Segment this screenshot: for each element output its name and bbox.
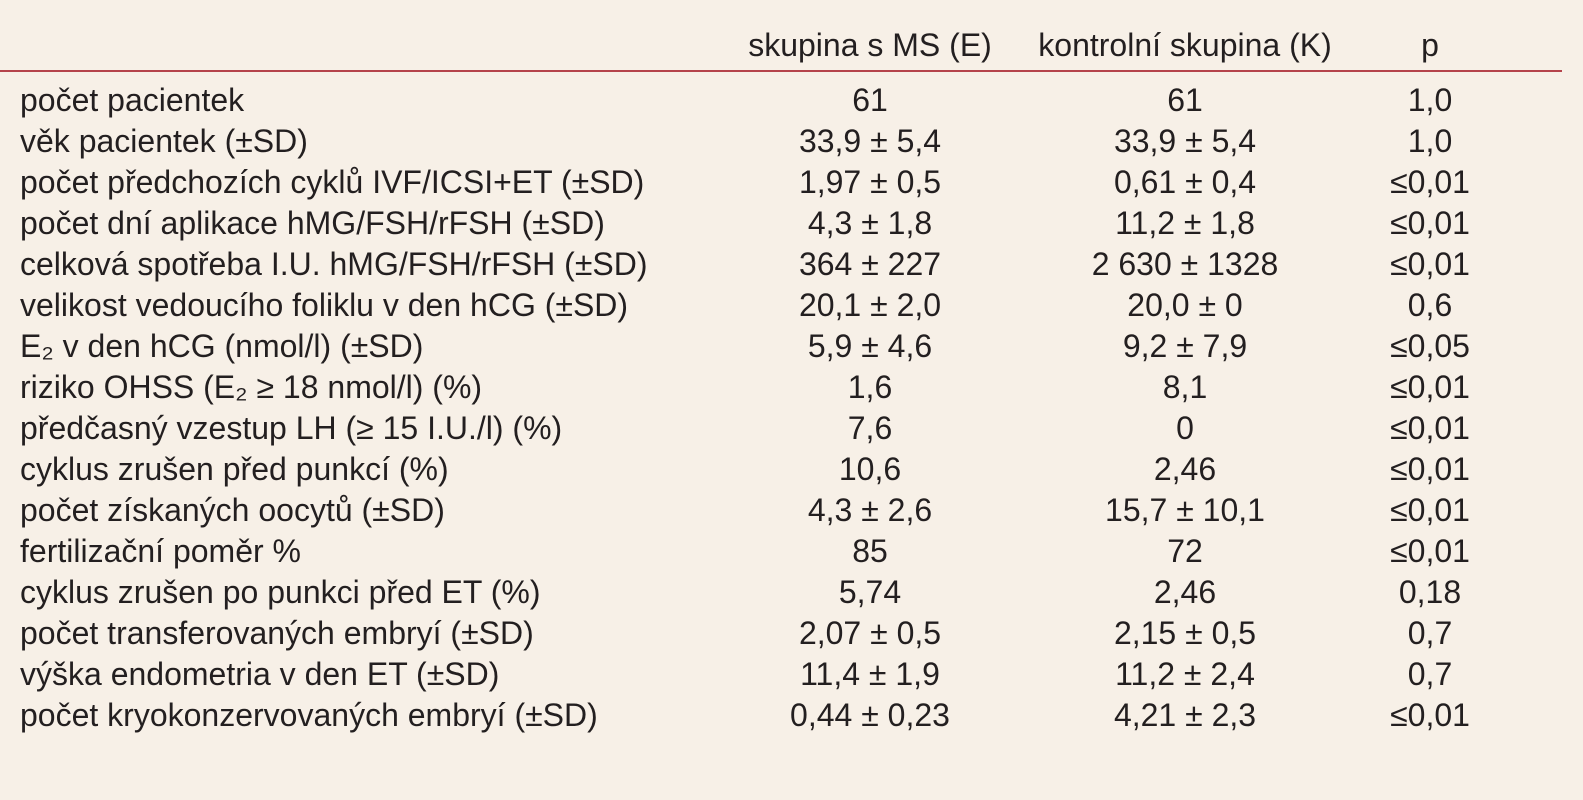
cell-value: 61 [1167,82,1203,118]
cell-value: 7,6 [847,410,893,446]
row-label: počet získaných oocytů (±SD) [20,492,445,528]
cell-value: 2,46 [1153,451,1217,487]
row-label: výška endometria v den ET (±SD) [20,656,500,692]
row-label: počet dní aplikace hMG/FSH/rFSH (±SD) [20,205,605,241]
cell-value: ≤0,01 [1390,492,1470,528]
cell-value: 5,9 ± 4,6 [807,328,933,364]
cell-value: 9,2 ± 7,9 [1122,328,1248,364]
row-label: cyklus zrušen po punkci před ET (%) [20,574,541,610]
cell-value: 0,7 [1407,615,1453,651]
cell-value: 72 [1167,533,1203,569]
cell-value: 8,1 [1162,369,1208,405]
row-label: riziko OHSS (E₂ ≥ 18 nmol/l) (%) [20,369,483,405]
cell-value: 4,21 ± 2,3 [1113,697,1257,733]
cell-value: 11,2 ± 2,4 [1115,656,1255,692]
cell-value: 61 [852,82,888,118]
cell-value: 20,0 ± 0 [1127,287,1243,323]
cell-value: 0,44 ± 0,23 [790,697,950,733]
cell-value: 0,61 ± 0,4 [1113,164,1257,200]
cell-value: 0,18 [1398,574,1462,610]
cell-value: ≤0,01 [1390,205,1470,241]
cell-value: 2,07 ± 0,5 [798,615,942,651]
cell-value: ≤0,01 [1390,246,1470,282]
cell-value: 85 [852,533,888,569]
cell-value: 1,0 [1407,82,1453,118]
row-label: předčasný vzestup LH (≥ 15 I.U./l) (%) [20,410,563,446]
cell-value: 0,6 [1407,287,1453,323]
cell-value: ≤0,01 [1390,697,1470,733]
cell-value: 33,9 ± 5,4 [798,123,942,159]
cell-value: 1,97 ± 0,5 [798,164,942,200]
column-header: skupina s MS (E) [748,27,992,63]
cell-value: 2 630 ± 1328 [1091,246,1279,282]
cell-value: 11,4 ± 1,9 [800,656,940,692]
cell-value: 1,6 [847,369,893,405]
row-label: počet pacientek [20,82,245,118]
row-label: počet předchozích cyklů IVF/ICSI+ET (±SD… [20,164,645,200]
cell-value: 11,2 ± 1,8 [1115,205,1255,241]
row-label: cyklus zrušen před punkcí (%) [20,451,449,487]
row-label: celková spotřeba I.U. hMG/FSH/rFSH (±SD) [20,246,648,282]
cell-value: 20,1 ± 2,0 [798,287,942,323]
cell-value: ≤0,01 [1390,410,1470,446]
column-header: kontrolní skupina (K) [1038,27,1332,63]
cell-value: 10,6 [838,451,902,487]
cell-value: 364 ± 227 [798,246,942,282]
cell-value: 2,15 ± 0,5 [1113,615,1257,651]
cell-value: 4,3 ± 1,8 [807,205,933,241]
row-label: fertilizační poměr % [20,533,301,569]
cell-value: 4,3 ± 2,6 [807,492,933,528]
cell-value: ≤0,01 [1390,533,1470,569]
cell-value: 1,0 [1407,123,1453,159]
cell-value: ≤0,01 [1390,164,1470,200]
header-rule [0,70,1562,72]
cell-value: ≤0,01 [1390,451,1470,487]
row-label: E₂ v den hCG (nmol/l) (±SD) [20,328,424,364]
cell-value: ≤0,01 [1390,369,1470,405]
cell-value: ≤0,05 [1390,328,1470,364]
row-label: počet transferovaných embryí (±SD) [20,615,534,651]
row-label: věk pacientek (±SD) [20,123,308,159]
cell-value: 5,74 [838,574,902,610]
cell-value: 2,46 [1153,574,1217,610]
row-label: počet kryokonzervovaných embryí (±SD) [20,697,598,733]
cell-value: 0,7 [1407,656,1453,692]
column-header: p [1421,27,1439,63]
cell-value: 33,9 ± 5,4 [1113,123,1257,159]
row-label: velikost vedoucího foliklu v den hCG (±S… [20,287,629,323]
cell-value: 15,7 ± 10,1 [1105,492,1265,528]
cell-value: 0 [1176,410,1194,446]
